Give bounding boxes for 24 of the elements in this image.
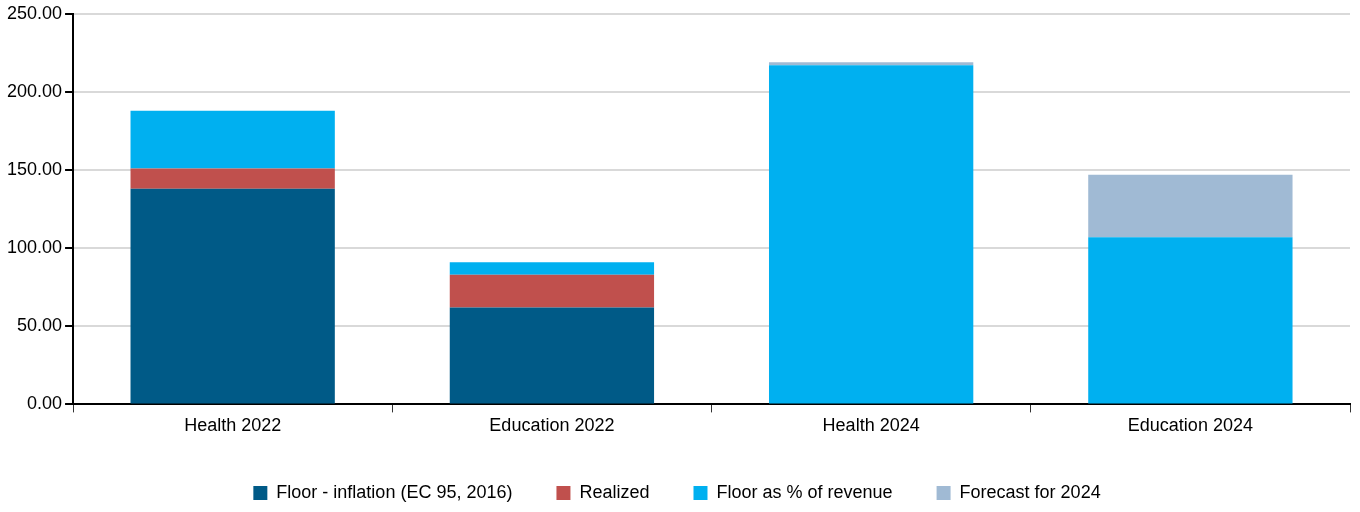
bar xyxy=(449,262,655,275)
y-tick-label: 200.00 xyxy=(6,80,63,101)
legend-label: Realized xyxy=(579,481,650,502)
bar xyxy=(449,274,655,308)
bar xyxy=(130,168,335,189)
legend-label: Floor as % of revenue xyxy=(716,481,893,502)
bar xyxy=(768,62,974,66)
bar xyxy=(1088,237,1293,404)
x-tick-label: Health 2024 xyxy=(822,415,920,436)
bar xyxy=(1088,174,1293,238)
y-tick-label: 250.00 xyxy=(6,2,63,23)
legend-label: Forecast for 2024 xyxy=(959,481,1101,502)
y-tick-label: 150.00 xyxy=(6,159,63,180)
bar xyxy=(130,188,335,404)
y-tick-label: 50.00 xyxy=(17,315,63,336)
bar xyxy=(130,110,335,169)
y-tick-label: 0.00 xyxy=(27,393,63,414)
x-tick-label: Education 2024 xyxy=(1127,415,1253,436)
x-tick-label: Education 2022 xyxy=(489,415,615,436)
bar xyxy=(449,307,655,404)
legend-label: Floor - inflation (EC 95, 2016) xyxy=(276,481,513,502)
x-tick-label: Health 2022 xyxy=(184,415,282,436)
bar xyxy=(768,65,974,404)
y-tick-label: 100.00 xyxy=(6,237,63,258)
